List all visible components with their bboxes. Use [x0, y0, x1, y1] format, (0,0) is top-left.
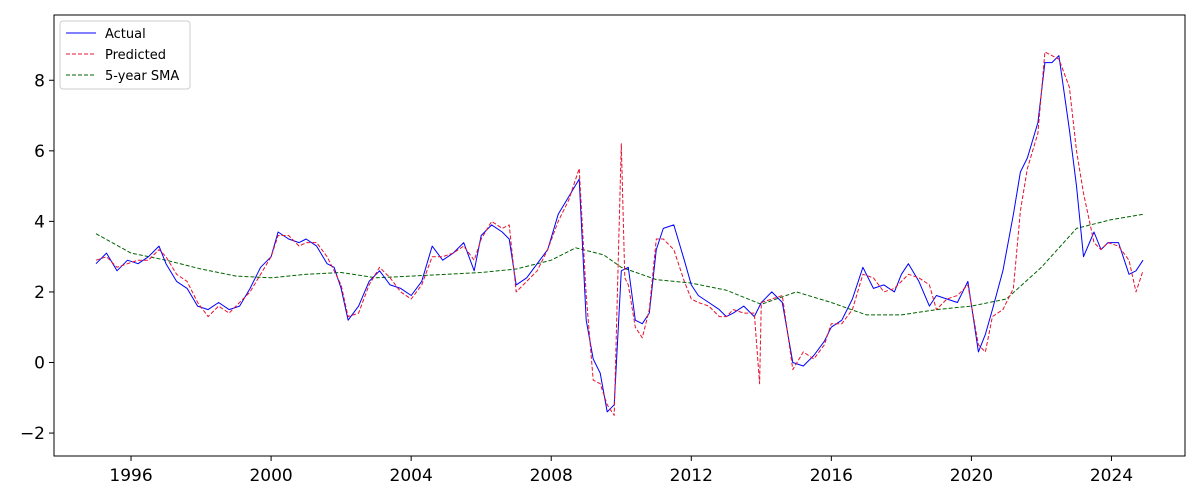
x-tick-label: 2024 [1090, 466, 1133, 486]
y-axis: −2 0 2 4 6 8 [20, 71, 54, 444]
legend-box [59, 20, 191, 90]
legend: Actual Predicted 5-year SMA [59, 20, 191, 90]
plot-frame [53, 14, 1186, 457]
plot-lines [95, 51, 1144, 416]
x-tick-label: 2016 [810, 466, 853, 486]
x-tick-label: 2000 [249, 466, 292, 486]
x-tick-label: 2012 [670, 466, 713, 486]
predicted-series-line [95, 51, 1144, 416]
x-axis: 1996 2000 2004 2008 2012 2016 2020 2024 [109, 456, 1133, 486]
x-tick-label: 2008 [530, 466, 573, 486]
y-tick-label: 8 [34, 71, 45, 91]
sma-series-line [95, 213, 1144, 316]
actual-series-line [95, 55, 1144, 413]
x-tick-label: 2020 [950, 466, 993, 486]
y-tick-label: 2 [34, 283, 45, 303]
y-tick-label: −2 [20, 424, 45, 444]
y-tick-label: 6 [34, 142, 45, 162]
legend-label-predicted: Predicted [105, 48, 166, 63]
x-tick-label: 1996 [109, 466, 152, 486]
legend-label-actual: Actual [105, 27, 146, 42]
x-tick-label: 2004 [390, 466, 433, 486]
y-tick-label: 0 [34, 354, 45, 374]
y-tick-label: 4 [34, 212, 45, 232]
legend-label-sma: 5-year SMA [105, 69, 179, 84]
